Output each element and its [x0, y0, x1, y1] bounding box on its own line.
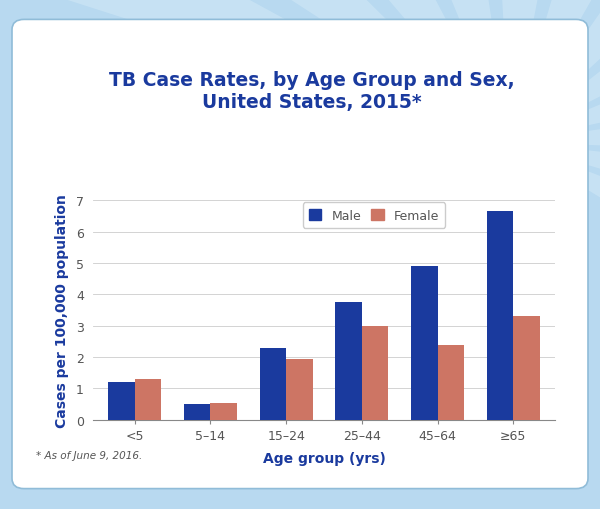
Bar [362, 326, 388, 420]
X-axis label: Age group (yrs): Age group (yrs) [263, 451, 385, 465]
Wedge shape [510, 143, 600, 395]
Bar [211, 403, 237, 420]
Bar [487, 212, 514, 420]
Bar [411, 267, 437, 420]
Wedge shape [0, 0, 510, 143]
Bar [335, 303, 362, 420]
Wedge shape [510, 0, 600, 143]
Wedge shape [510, 0, 600, 143]
Bar [134, 379, 161, 420]
Wedge shape [468, 0, 600, 143]
Wedge shape [212, 0, 510, 143]
Text: TB Case Rates, by Age Group and Sex,
United States, 2015*: TB Case Rates, by Age Group and Sex, Uni… [109, 71, 515, 112]
Wedge shape [510, 0, 600, 143]
Text: * As of June 9, 2016.: * As of June 9, 2016. [36, 450, 142, 461]
Bar [184, 404, 211, 420]
Wedge shape [510, 19, 600, 178]
Wedge shape [510, 0, 600, 143]
Wedge shape [0, 0, 510, 143]
Legend: Male, Female: Male, Female [302, 203, 445, 229]
Bar [108, 382, 134, 420]
Bar [437, 345, 464, 420]
Wedge shape [510, 143, 600, 509]
Bar [260, 348, 286, 420]
Bar [514, 317, 540, 420]
Wedge shape [0, 0, 510, 143]
Bar [286, 359, 313, 420]
Y-axis label: Cases per 100,000 population: Cases per 100,000 population [55, 194, 69, 427]
FancyBboxPatch shape [12, 20, 588, 489]
